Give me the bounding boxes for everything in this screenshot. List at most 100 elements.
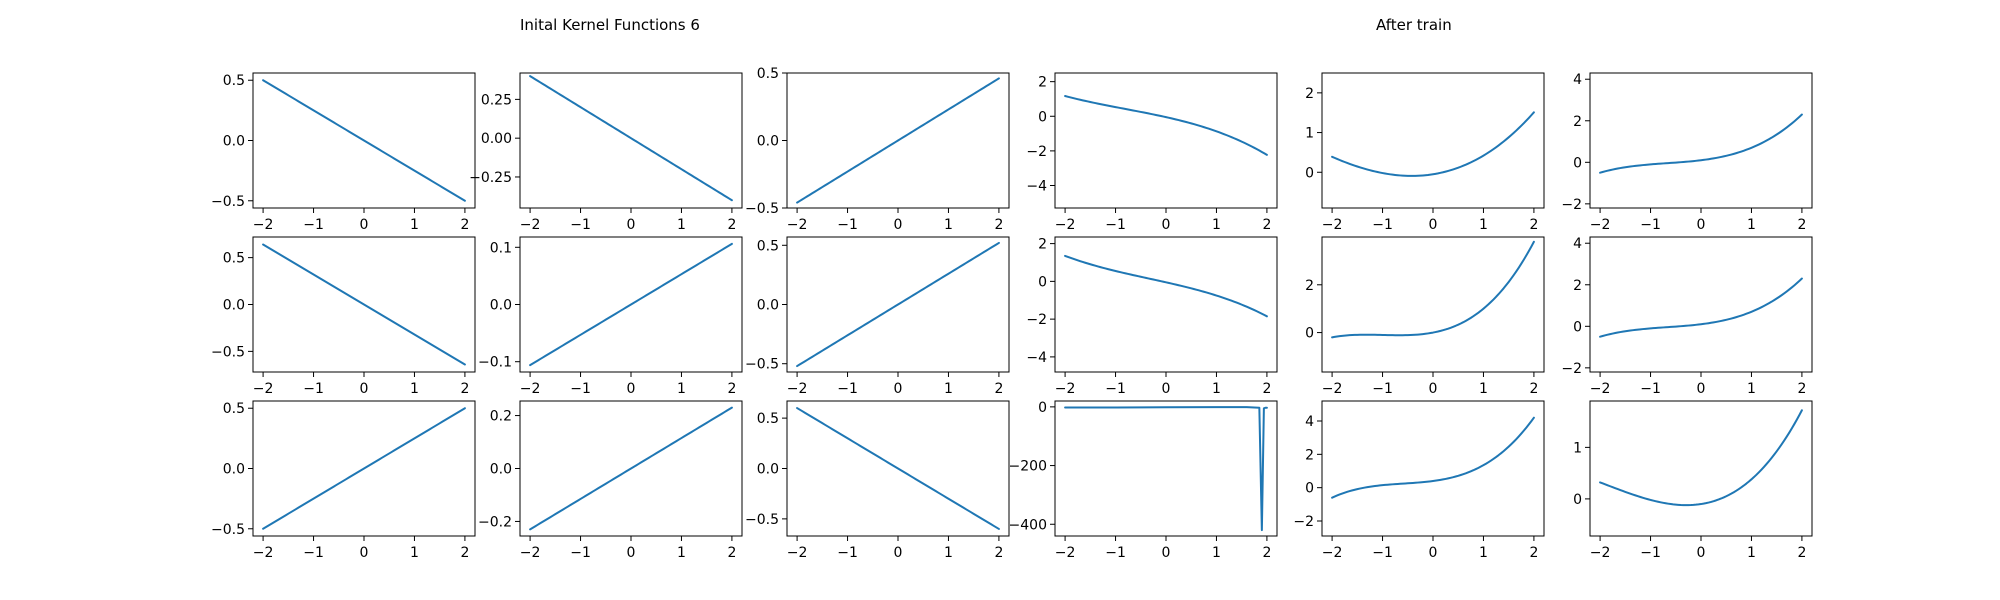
y-tick-label: −0.2 — [478, 514, 512, 530]
x-tick-label: −1 — [1372, 381, 1393, 397]
x-tick-label: 0 — [360, 217, 369, 233]
y-tick-label: 0 — [1038, 274, 1047, 290]
x-tick-label: −2 — [1055, 381, 1076, 397]
y-tick-label: 0.5 — [757, 238, 779, 254]
x-tick-label: 1 — [1212, 217, 1221, 233]
x-tick-label: 2 — [1797, 381, 1806, 397]
x-tick-label: −1 — [570, 217, 591, 233]
x-tick-label: 0 — [627, 217, 636, 233]
x-tick-label: 2 — [994, 217, 1003, 233]
y-tick-label: −0.25 — [469, 170, 512, 186]
series-line — [796, 241, 1000, 368]
axes-frame — [1589, 72, 1813, 209]
axes-frame — [1321, 72, 1545, 209]
y-tick-label: 0 — [1305, 326, 1314, 342]
x-tick-label: 1 — [1747, 217, 1756, 233]
y-tick-label: 2 — [1305, 86, 1314, 102]
x-tick-label: 2 — [460, 217, 469, 233]
x-tick-label: 2 — [727, 545, 736, 561]
x-tick-label: −1 — [1640, 545, 1661, 561]
y-tick-label: 1 — [1305, 126, 1314, 142]
x-tick-label: 0 — [894, 381, 903, 397]
y-tick-label: 0.0 — [757, 298, 779, 314]
x-tick-label: −1 — [837, 217, 858, 233]
y-tick-label: −4 — [1026, 350, 1047, 366]
y-tick-label: 2 — [1305, 278, 1314, 294]
subplot-r1-c3: −2 −1 0 1 2 0.5 0.0 −0.5 — [745, 66, 1010, 233]
x-tick-label: −1 — [1105, 381, 1126, 397]
x-tick-label: 2 — [727, 381, 736, 397]
x-tick-label: −1 — [1640, 217, 1661, 233]
y-tick-label: −0.5 — [211, 522, 245, 538]
x-tick-label: 2 — [460, 381, 469, 397]
x-tick-label: 1 — [1747, 381, 1756, 397]
x-tick-label: 2 — [1529, 381, 1538, 397]
y-tick-label: 0.5 — [223, 251, 245, 267]
y-tick-label: −400 — [1009, 517, 1047, 533]
x-tick-label: 0 — [360, 545, 369, 561]
x-tick-label: −2 — [1590, 381, 1611, 397]
subplot-r3-c1: −2 −1 0 1 2 0.5 0.0 −0.5 — [211, 400, 476, 561]
y-tick-label: −2 — [1561, 197, 1582, 213]
subplot-r2-c5: −2 −1 0 1 2 2 0 — [1305, 236, 1545, 397]
y-tick-label: 4 — [1573, 72, 1582, 88]
axes-frame — [1054, 72, 1278, 209]
x-tick-label: −2 — [1322, 217, 1343, 233]
series-line — [1064, 95, 1268, 156]
x-tick-label: 1 — [410, 381, 419, 397]
x-tick-label: −2 — [520, 217, 541, 233]
series-line — [262, 407, 466, 530]
y-tick-label: −2 — [1026, 144, 1047, 160]
x-tick-label: −2 — [787, 545, 808, 561]
x-tick-label: 2 — [1797, 545, 1806, 561]
x-tick-label: 0 — [1429, 545, 1438, 561]
series-line — [1331, 240, 1535, 339]
y-tick-label: −2 — [1026, 312, 1047, 328]
y-tick-label: 0 — [1305, 481, 1314, 497]
x-tick-label: 1 — [677, 217, 686, 233]
y-tick-label: 1 — [1573, 440, 1582, 456]
y-tick-label: 0.0 — [490, 298, 512, 314]
series-line — [529, 406, 733, 531]
x-tick-label: 2 — [1529, 217, 1538, 233]
x-tick-label: −1 — [1372, 217, 1393, 233]
x-tick-label: −1 — [1372, 545, 1393, 561]
y-tick-label: −2 — [1293, 514, 1314, 530]
y-tick-label: 0 — [1573, 492, 1582, 508]
x-tick-label: 1 — [944, 545, 953, 561]
y-tick-label: −0.5 — [211, 194, 245, 210]
x-tick-label: −1 — [303, 217, 324, 233]
x-tick-label: 2 — [1797, 217, 1806, 233]
x-tick-label: 0 — [894, 217, 903, 233]
axes-frame — [1054, 400, 1278, 537]
subplot-r3-c6: −2 −1 0 1 2 1 0 — [1573, 400, 1813, 561]
series-line — [1064, 406, 1268, 532]
x-tick-label: 1 — [1479, 381, 1488, 397]
x-tick-label: 1 — [677, 381, 686, 397]
y-tick-label: 0 — [1038, 109, 1047, 125]
axes-frame — [1321, 400, 1545, 537]
y-tick-label: 0.0 — [757, 134, 779, 150]
series-line — [796, 407, 1000, 530]
figure-title-left: Inital Kernel Functions 6 — [520, 16, 700, 34]
x-tick-label: −1 — [570, 545, 591, 561]
y-tick-label: 2 — [1038, 237, 1047, 253]
subplot-r1-c2: −2 −1 0 1 2 0.25 0.00 −0.25 — [469, 72, 743, 233]
y-tick-label: 2 — [1573, 114, 1582, 130]
x-tick-label: −1 — [837, 545, 858, 561]
x-tick-label: −1 — [1105, 545, 1126, 561]
subplot-r3-c3: −2 −1 0 1 2 0.5 0.0 −0.5 — [745, 400, 1010, 561]
x-tick-label: 0 — [1162, 381, 1171, 397]
x-tick-label: −2 — [253, 217, 274, 233]
y-tick-label: 0.0 — [223, 462, 245, 478]
y-tick-label: 0.2 — [490, 409, 512, 425]
y-tick-label: 2 — [1038, 75, 1047, 91]
x-tick-label: −2 — [253, 545, 274, 561]
x-tick-label: −2 — [787, 381, 808, 397]
y-tick-label: −0.5 — [745, 512, 779, 528]
y-tick-label: −0.5 — [745, 201, 779, 217]
y-tick-label: 0 — [1573, 155, 1582, 171]
x-tick-label: 1 — [1212, 545, 1221, 561]
y-tick-label: 0.25 — [481, 92, 512, 108]
x-tick-label: 2 — [994, 381, 1003, 397]
